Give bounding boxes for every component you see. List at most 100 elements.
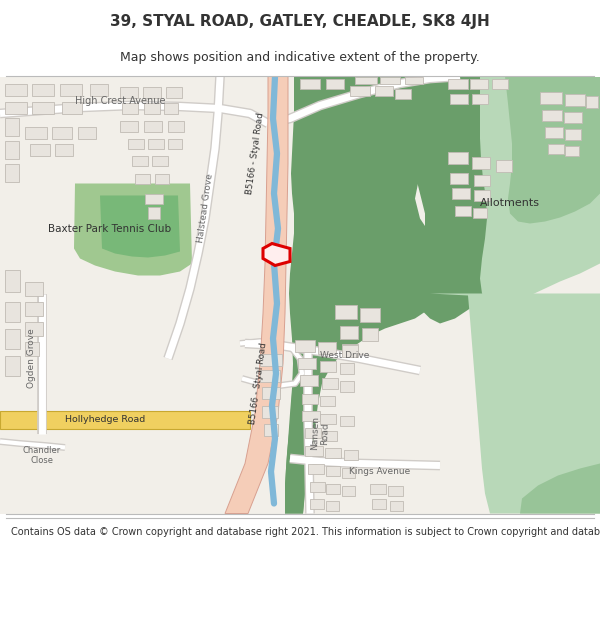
Bar <box>320 396 335 406</box>
Bar <box>405 76 423 84</box>
Bar <box>322 431 337 441</box>
Polygon shape <box>500 76 600 224</box>
Polygon shape <box>0 411 250 429</box>
Bar <box>5 329 20 349</box>
Text: Kings Avenue: Kings Avenue <box>349 467 410 476</box>
Bar <box>25 126 47 139</box>
Bar <box>5 84 27 96</box>
Bar <box>370 484 386 494</box>
Bar <box>360 308 380 321</box>
Polygon shape <box>480 76 600 306</box>
Bar <box>474 174 490 186</box>
Bar <box>78 126 96 139</box>
Bar <box>25 301 43 316</box>
Bar <box>450 94 468 104</box>
Text: Allotments: Allotments <box>480 199 540 209</box>
Text: West Drive: West Drive <box>320 351 370 360</box>
Text: Baxter Park Tennis Club: Baxter Park Tennis Club <box>49 224 172 234</box>
Bar <box>128 139 144 149</box>
Bar <box>300 374 318 386</box>
Bar <box>548 144 564 154</box>
Bar <box>60 84 82 96</box>
Bar <box>340 326 358 339</box>
Bar <box>395 89 411 99</box>
Bar <box>25 321 43 336</box>
Bar <box>342 486 355 496</box>
Bar <box>168 139 182 149</box>
Bar <box>25 281 43 296</box>
Bar <box>90 84 108 96</box>
Bar <box>55 144 73 156</box>
Bar <box>5 356 20 376</box>
Bar <box>298 357 316 369</box>
Bar <box>342 468 355 478</box>
Text: High Crest Avenue: High Crest Avenue <box>75 96 165 106</box>
Bar <box>325 448 341 458</box>
Bar <box>260 354 282 366</box>
Bar <box>120 121 138 131</box>
Bar <box>262 386 280 399</box>
Bar <box>564 111 582 123</box>
Bar <box>474 189 490 201</box>
Text: Hollyhedge Road: Hollyhedge Road <box>65 415 145 424</box>
Bar <box>542 109 562 121</box>
Text: Map shows position and indicative extent of the property.: Map shows position and indicative extent… <box>120 51 480 64</box>
Bar <box>372 499 386 509</box>
Polygon shape <box>225 76 288 514</box>
Text: Contains OS data © Crown copyright and database right 2021. This information is : Contains OS data © Crown copyright and d… <box>11 527 600 537</box>
Bar <box>300 79 320 89</box>
Bar <box>470 79 488 89</box>
Bar <box>565 94 585 106</box>
Text: Chandler
Close: Chandler Close <box>23 446 61 465</box>
Text: Nansen
Road: Nansen Road <box>310 416 330 451</box>
Bar <box>320 414 336 424</box>
Bar <box>148 139 164 149</box>
Bar <box>472 94 488 104</box>
Polygon shape <box>74 184 192 276</box>
Text: B5166 - Styal Road: B5166 - Styal Road <box>245 112 265 195</box>
Bar <box>472 156 490 169</box>
Bar <box>295 339 315 351</box>
Bar <box>388 486 403 496</box>
Bar <box>5 101 27 114</box>
Bar <box>540 91 562 104</box>
Bar <box>143 86 161 98</box>
Bar <box>320 361 336 371</box>
Bar <box>166 86 182 98</box>
Bar <box>25 341 39 356</box>
Bar <box>344 449 358 459</box>
Bar <box>310 481 325 491</box>
Bar <box>380 76 400 84</box>
Bar <box>62 101 82 114</box>
Bar <box>492 79 508 89</box>
Bar <box>340 416 354 426</box>
Text: Halstead Grove: Halstead Grove <box>196 173 214 244</box>
Bar <box>340 362 354 374</box>
Bar <box>5 141 19 159</box>
Text: 39, STYAL ROAD, GATLEY, CHEADLE, SK8 4JH: 39, STYAL ROAD, GATLEY, CHEADLE, SK8 4JH <box>110 14 490 29</box>
Bar <box>362 328 378 341</box>
Bar <box>262 406 278 418</box>
Bar <box>145 194 163 204</box>
Bar <box>135 174 150 184</box>
Bar <box>132 156 148 166</box>
Polygon shape <box>285 76 322 514</box>
Bar <box>375 86 393 96</box>
Polygon shape <box>100 196 180 258</box>
Bar <box>264 424 278 436</box>
Bar <box>308 464 324 474</box>
Bar <box>496 159 512 171</box>
Bar <box>32 84 54 96</box>
Bar <box>302 394 318 404</box>
Bar <box>326 466 340 476</box>
Bar <box>122 102 138 114</box>
Bar <box>260 369 280 381</box>
Bar <box>335 304 357 319</box>
Bar <box>355 76 377 84</box>
Polygon shape <box>295 76 600 324</box>
Bar <box>310 499 324 509</box>
Bar <box>168 121 184 131</box>
Bar <box>455 206 471 216</box>
Bar <box>450 173 468 184</box>
Polygon shape <box>520 464 600 514</box>
